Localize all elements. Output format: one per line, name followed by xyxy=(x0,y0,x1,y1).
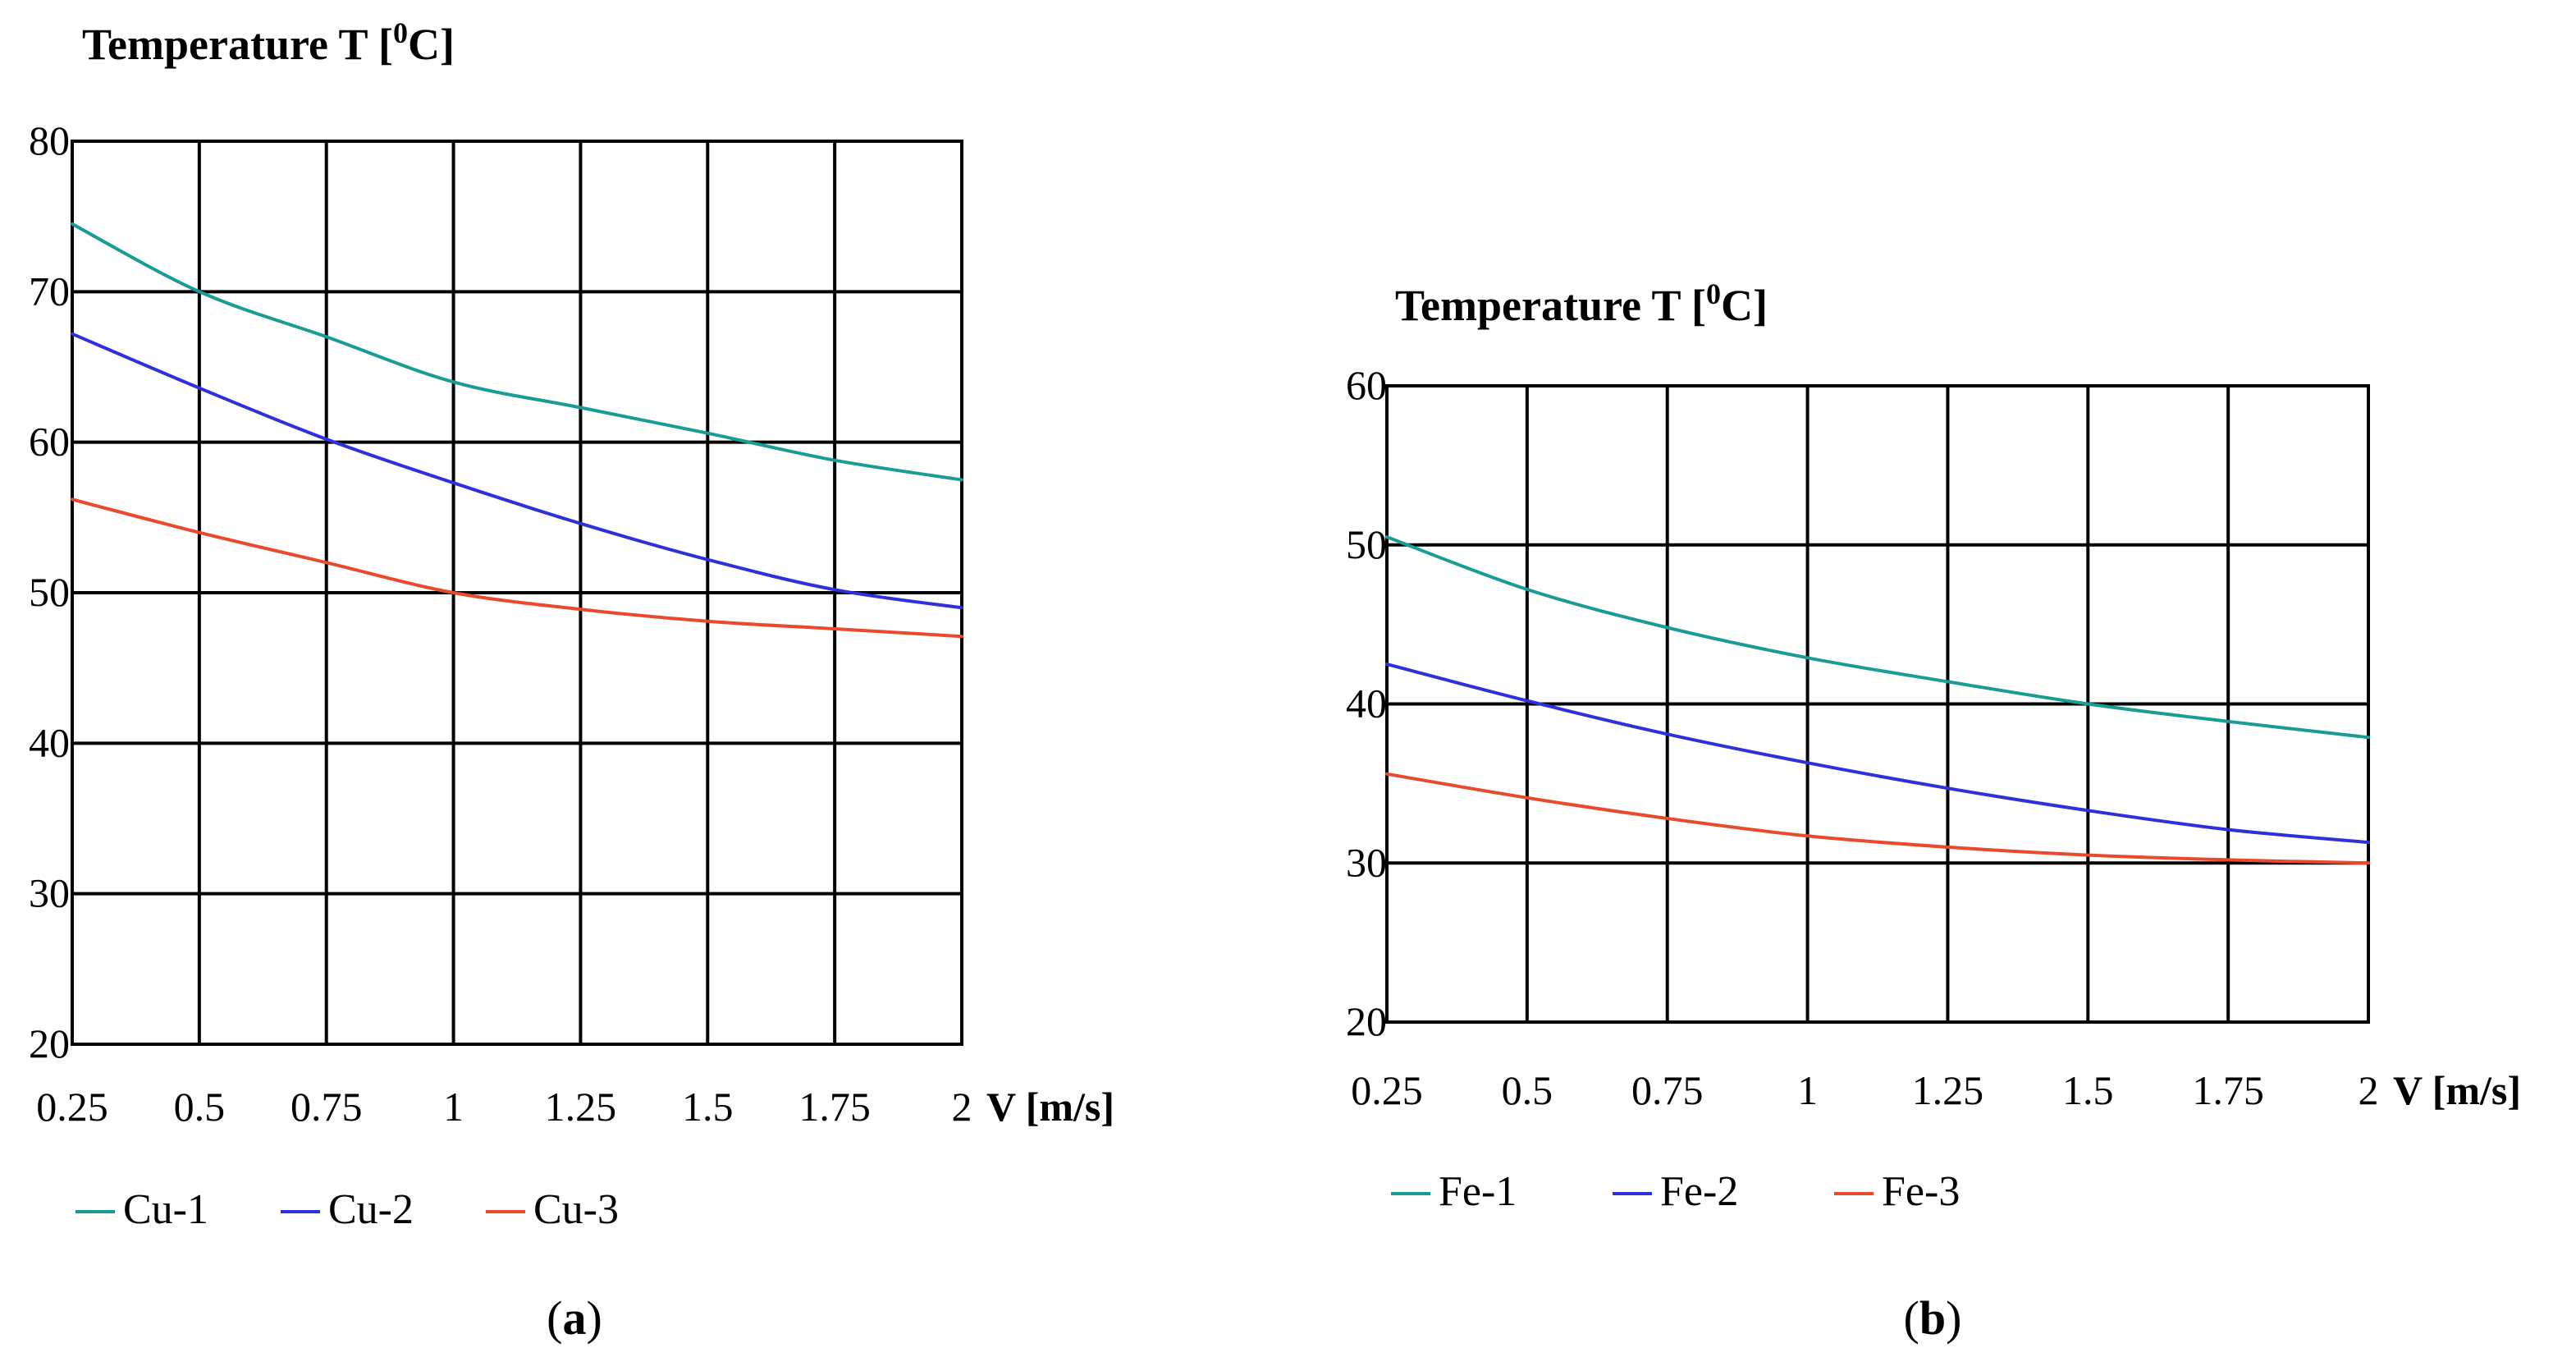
legend-label-fe-1: Fe-1 xyxy=(1439,1168,1517,1215)
x-axis-label: V [m/s] xyxy=(986,1084,1114,1130)
y-axis-title-unit: C] xyxy=(1721,281,1768,330)
y-tick-label: 60 xyxy=(1346,362,1387,408)
y-axis-title: Temperature T [0C] xyxy=(82,16,455,69)
y-tick-label: 30 xyxy=(1346,839,1387,885)
x-tick-label: 1.5 xyxy=(682,1084,734,1130)
plot-frame xyxy=(1385,384,2370,1024)
x-tick-label: 1.5 xyxy=(2062,1067,2114,1113)
legend-label-fe-3: Fe-3 xyxy=(1882,1168,1960,1215)
x-tick-label: 2 xyxy=(952,1084,972,1130)
panel-caption-close: ) xyxy=(1946,1291,1961,1345)
y-axis-title-text: Temperature T [ xyxy=(82,20,393,69)
series-line-cu-1 xyxy=(71,222,963,482)
y-tick-label: 60 xyxy=(29,419,70,465)
y-axis-title-superscript: 0 xyxy=(393,16,408,49)
x-tick-label: 0.5 xyxy=(174,1084,226,1130)
series-line-cu-3 xyxy=(71,497,963,639)
y-tick-label: 50 xyxy=(29,569,70,615)
series-line-cu-2 xyxy=(71,332,963,610)
y-tick-label: 40 xyxy=(1346,681,1387,727)
x-tick-label: 1.75 xyxy=(2192,1067,2264,1113)
plot-frame xyxy=(71,140,963,1046)
legend-label-cu-3: Cu-3 xyxy=(533,1186,619,1233)
x-tick-label: 0.25 xyxy=(36,1084,108,1130)
series-line-fe-3 xyxy=(1385,772,2370,865)
series-line-fe-2 xyxy=(1385,662,2370,845)
y-axis-title-superscript: 0 xyxy=(1706,277,1721,310)
series-line-fe-1 xyxy=(1385,535,2370,740)
x-tick-label: 1.25 xyxy=(545,1084,617,1130)
panel-caption-close: ) xyxy=(587,1291,602,1345)
y-tick-label: 20 xyxy=(1346,998,1387,1044)
x-tick-label: 1.75 xyxy=(798,1084,871,1130)
y-axis-title: Temperature T [0C] xyxy=(1395,277,1768,330)
y-tick-label: 80 xyxy=(29,117,70,163)
panel-caption: (a) xyxy=(547,1291,602,1345)
legend-label-cu-2: Cu-2 xyxy=(328,1186,414,1233)
x-tick-label: 0.75 xyxy=(291,1084,363,1130)
panel-caption-open: ( xyxy=(1904,1291,1919,1345)
y-axis-title-text: Temperature T [ xyxy=(1395,281,1706,330)
y-tick-label: 40 xyxy=(29,719,70,765)
y-axis-title-unit: C] xyxy=(408,20,455,69)
x-tick-label: 1 xyxy=(443,1084,464,1130)
panel-caption: (b) xyxy=(1904,1291,1962,1345)
y-tick-label: 70 xyxy=(29,268,70,314)
legend-label-cu-1: Cu-1 xyxy=(123,1186,208,1233)
x-tick-label: 0.75 xyxy=(1631,1067,1704,1113)
x-tick-label: 1 xyxy=(1797,1067,1818,1113)
legend-label-fe-2: Fe-2 xyxy=(1660,1168,1738,1215)
panel-caption-letter: b xyxy=(1919,1291,1946,1345)
panel-caption-letter: a xyxy=(563,1291,587,1345)
x-tick-label: 2 xyxy=(2359,1067,2379,1113)
panel-caption-open: ( xyxy=(547,1291,562,1345)
x-tick-label: 0.25 xyxy=(1351,1067,1423,1113)
y-tick-label: 50 xyxy=(1346,521,1387,567)
x-tick-label: 0.5 xyxy=(1502,1067,1553,1113)
y-tick-label: 20 xyxy=(29,1020,70,1066)
x-tick-label: 1.25 xyxy=(1912,1067,1984,1113)
x-axis-label: V [m/s] xyxy=(2393,1067,2521,1113)
y-tick-label: 30 xyxy=(29,870,70,916)
